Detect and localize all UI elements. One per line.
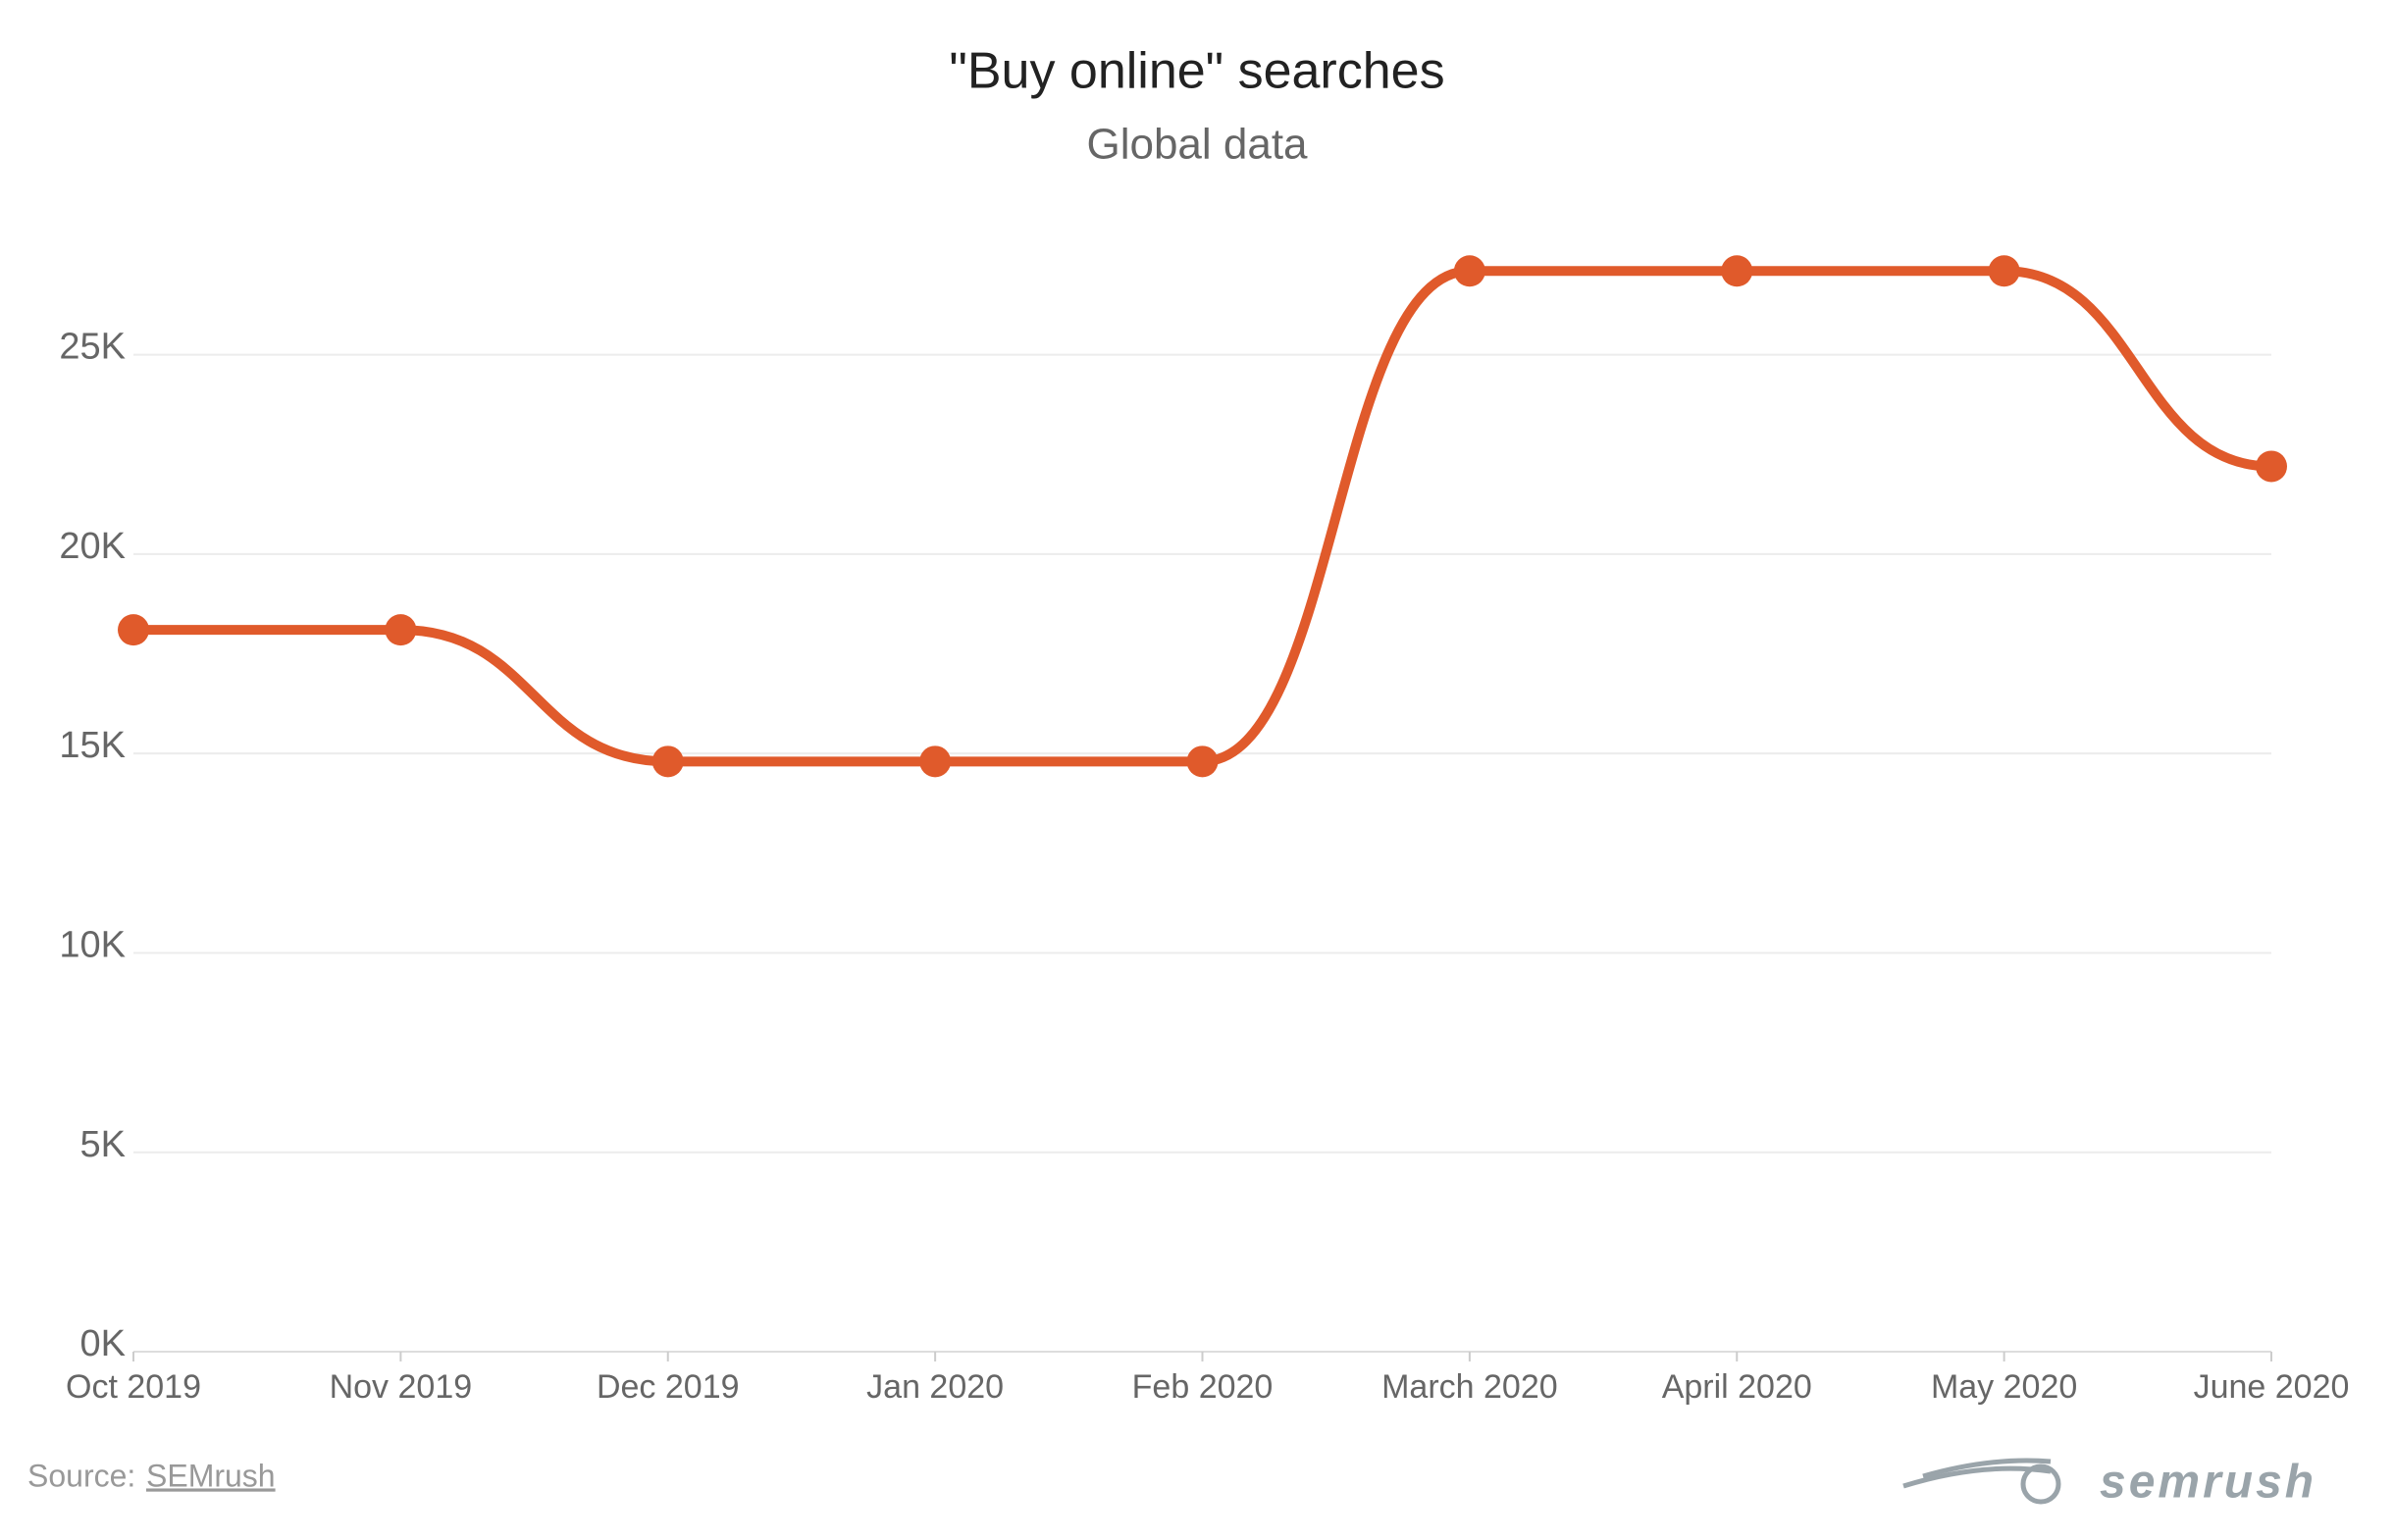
point	[2256, 450, 2287, 483]
point	[919, 745, 952, 778]
x-tick-label: May 2020	[1931, 1368, 2077, 1406]
x-tick-label: Jan 2020	[866, 1368, 1004, 1406]
y-tick-label: 20K	[59, 526, 126, 567]
x-tick-label: Nov 2019	[330, 1368, 473, 1406]
source-label: Source:	[27, 1458, 135, 1493]
y-tick-label: 25K	[59, 327, 126, 368]
point	[118, 614, 149, 646]
point	[1186, 745, 1219, 778]
point	[651, 745, 684, 778]
logo-icon	[1902, 1458, 2061, 1505]
chart-title: "Buy online" searches	[949, 43, 1444, 100]
y-tick-label: 10K	[59, 924, 126, 965]
x-tick-label: Oct 2019	[66, 1368, 201, 1406]
y-tick-label: 15K	[59, 725, 126, 766]
point	[1988, 255, 2020, 287]
y-tick-label: 5K	[80, 1124, 126, 1165]
chart-subtitle: Global data	[1086, 121, 1308, 169]
source-link[interactable]: SEMrush	[146, 1458, 276, 1493]
x-tick-label: June 2020	[2194, 1368, 2350, 1406]
x-tick-label: April 2020	[1662, 1368, 1812, 1406]
point	[385, 614, 417, 646]
y-tick-label: 0K	[80, 1323, 126, 1364]
logo-text: semrush	[2100, 1457, 2316, 1509]
x-tick-label: March 2020	[1381, 1368, 1558, 1406]
x-tick-label: Dec 2019	[597, 1368, 740, 1406]
x-tick-label: Feb 2020	[1132, 1368, 1274, 1406]
point	[1721, 255, 1753, 287]
point	[1453, 255, 1485, 287]
line	[133, 266, 2272, 767]
